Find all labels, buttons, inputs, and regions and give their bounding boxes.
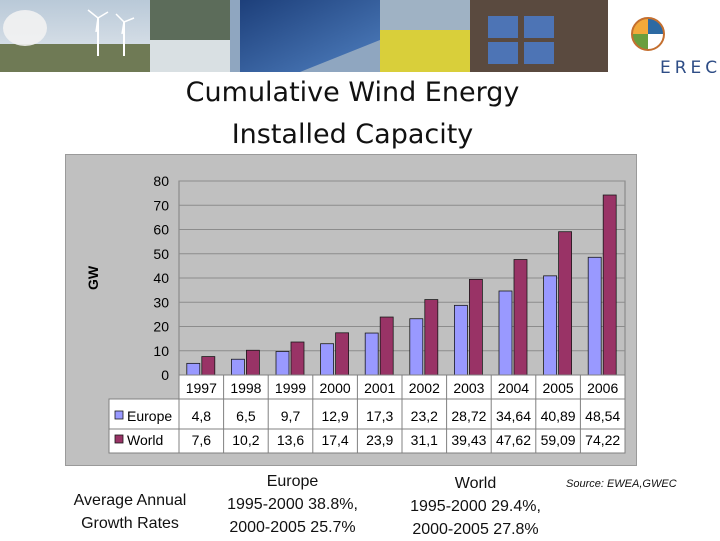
bar-world <box>558 231 573 376</box>
bar-europe <box>364 332 379 376</box>
x-tick-label: 2001 <box>364 380 395 396</box>
data-label-europe: 48,54 <box>585 408 620 424</box>
y-tick-label: 0 <box>161 367 169 383</box>
bar-world <box>379 316 394 376</box>
page-title: Cumulative Wind Energy Installed Capacit… <box>120 72 585 156</box>
legend-label-world: World <box>127 432 163 448</box>
world-growth-rate-2: 2000-2005 27.8% <box>412 521 539 538</box>
legend-swatch-europe <box>114 410 124 420</box>
europe-growth: Europe 1995-2000 38.8%, 2000-2005 25.7% <box>215 470 370 539</box>
data-label-europe: 9,7 <box>281 408 301 424</box>
europe-growth-rate-2: 2000-2005 25.7% <box>229 519 356 536</box>
bar-chart: 0 10 20 30 40 50 60 70 80 GW 1997 1998 1999 2000 2001 2… <box>85 173 626 454</box>
bar-europe <box>587 256 602 376</box>
chart-container: 0 10 20 30 40 50 60 70 80 GW 1997 1998 1999 2000 2001 2… <box>65 154 637 466</box>
title-line-1: Cumulative Wind Energy <box>185 77 520 108</box>
data-label-world: 59,09 <box>541 432 576 448</box>
bar-europe <box>543 275 558 376</box>
data-label-europe: 6,5 <box>236 408 256 424</box>
bar-europe <box>230 358 245 376</box>
bar-world <box>513 259 528 376</box>
y-tick-label: 80 <box>153 173 169 189</box>
data-label-europe: 34,64 <box>496 408 531 424</box>
data-label-europe: 17,3 <box>366 408 393 424</box>
growth-label: Average Annual Growth Rates <box>60 489 200 535</box>
bar-world <box>424 299 439 376</box>
data-label-world: 74,22 <box>585 432 620 448</box>
source-note: Source: EWEA,GWEC <box>566 478 677 490</box>
y-tick-label: 70 <box>153 197 169 213</box>
x-tick-label: 2005 <box>543 380 574 396</box>
y-tick-label: 30 <box>153 294 169 310</box>
data-label-world: 39,43 <box>451 432 486 448</box>
bar-europe <box>409 318 424 376</box>
bar-world <box>602 194 617 376</box>
x-tick-label: 2002 <box>409 380 440 396</box>
legend-swatch-world <box>114 434 124 444</box>
world-growth: World 1995-2000 29.4%, 2000-2005 27.8% <box>398 472 553 541</box>
growth-label-line-1: Average Annual <box>73 492 187 509</box>
logo-text: EREC <box>660 58 720 78</box>
x-tick-label: 2006 <box>587 380 618 396</box>
bar-world <box>290 341 305 376</box>
data-label-world: 47,62 <box>496 432 531 448</box>
y-tick-label: 50 <box>153 246 169 262</box>
europe-growth-title: Europe <box>266 473 319 490</box>
data-label-world: 10,2 <box>232 432 259 448</box>
bar-europe <box>186 362 201 376</box>
data-label-europe: 28,72 <box>451 408 486 424</box>
world-growth-title: World <box>454 475 497 492</box>
bar-world <box>335 332 350 376</box>
data-label-europe: 40,89 <box>541 408 576 424</box>
y-tick-label: 10 <box>153 343 169 359</box>
x-tick-label: 1999 <box>275 380 306 396</box>
data-label-europe: 4,8 <box>192 408 212 424</box>
x-tick-label: 2004 <box>498 380 529 396</box>
data-label-world: 13,6 <box>277 432 304 448</box>
y-tick-label: 60 <box>153 222 169 238</box>
data-table <box>108 398 626 454</box>
europe-growth-rate-1: 1995-2000 38.8%, <box>227 496 358 513</box>
data-label-world: 31,1 <box>411 432 438 448</box>
data-label-europe: 12,9 <box>321 408 348 424</box>
growth-label-line-2: Growth Rates <box>81 515 179 532</box>
erec-logo: EREC <box>612 8 717 78</box>
y-tick-label: 40 <box>153 270 169 286</box>
data-label-europe: 23,2 <box>411 408 438 424</box>
y-tick-label: 20 <box>153 319 169 335</box>
x-tick-label: 1998 <box>230 380 261 396</box>
bar-europe <box>320 343 335 376</box>
x-tick-label: 1997 <box>186 380 217 396</box>
data-label-world: 7,6 <box>192 432 212 448</box>
world-growth-rate-1: 1995-2000 29.4%, <box>410 498 541 515</box>
legend-label-europe: Europe <box>127 408 172 424</box>
bar-europe <box>275 351 290 376</box>
bar-world <box>201 356 216 376</box>
bar-europe <box>453 304 468 376</box>
x-tick-label: 2000 <box>320 380 351 396</box>
y-axis-label: GW <box>85 265 101 290</box>
bar-europe <box>498 290 513 376</box>
header-banner <box>0 0 608 72</box>
bar-world <box>468 278 483 376</box>
data-label-world: 23,9 <box>366 432 393 448</box>
title-line-2: Installed Capacity <box>231 119 474 150</box>
bar-world <box>245 349 260 376</box>
x-tick-label: 2003 <box>453 380 484 396</box>
data-label-world: 17,4 <box>321 432 348 448</box>
